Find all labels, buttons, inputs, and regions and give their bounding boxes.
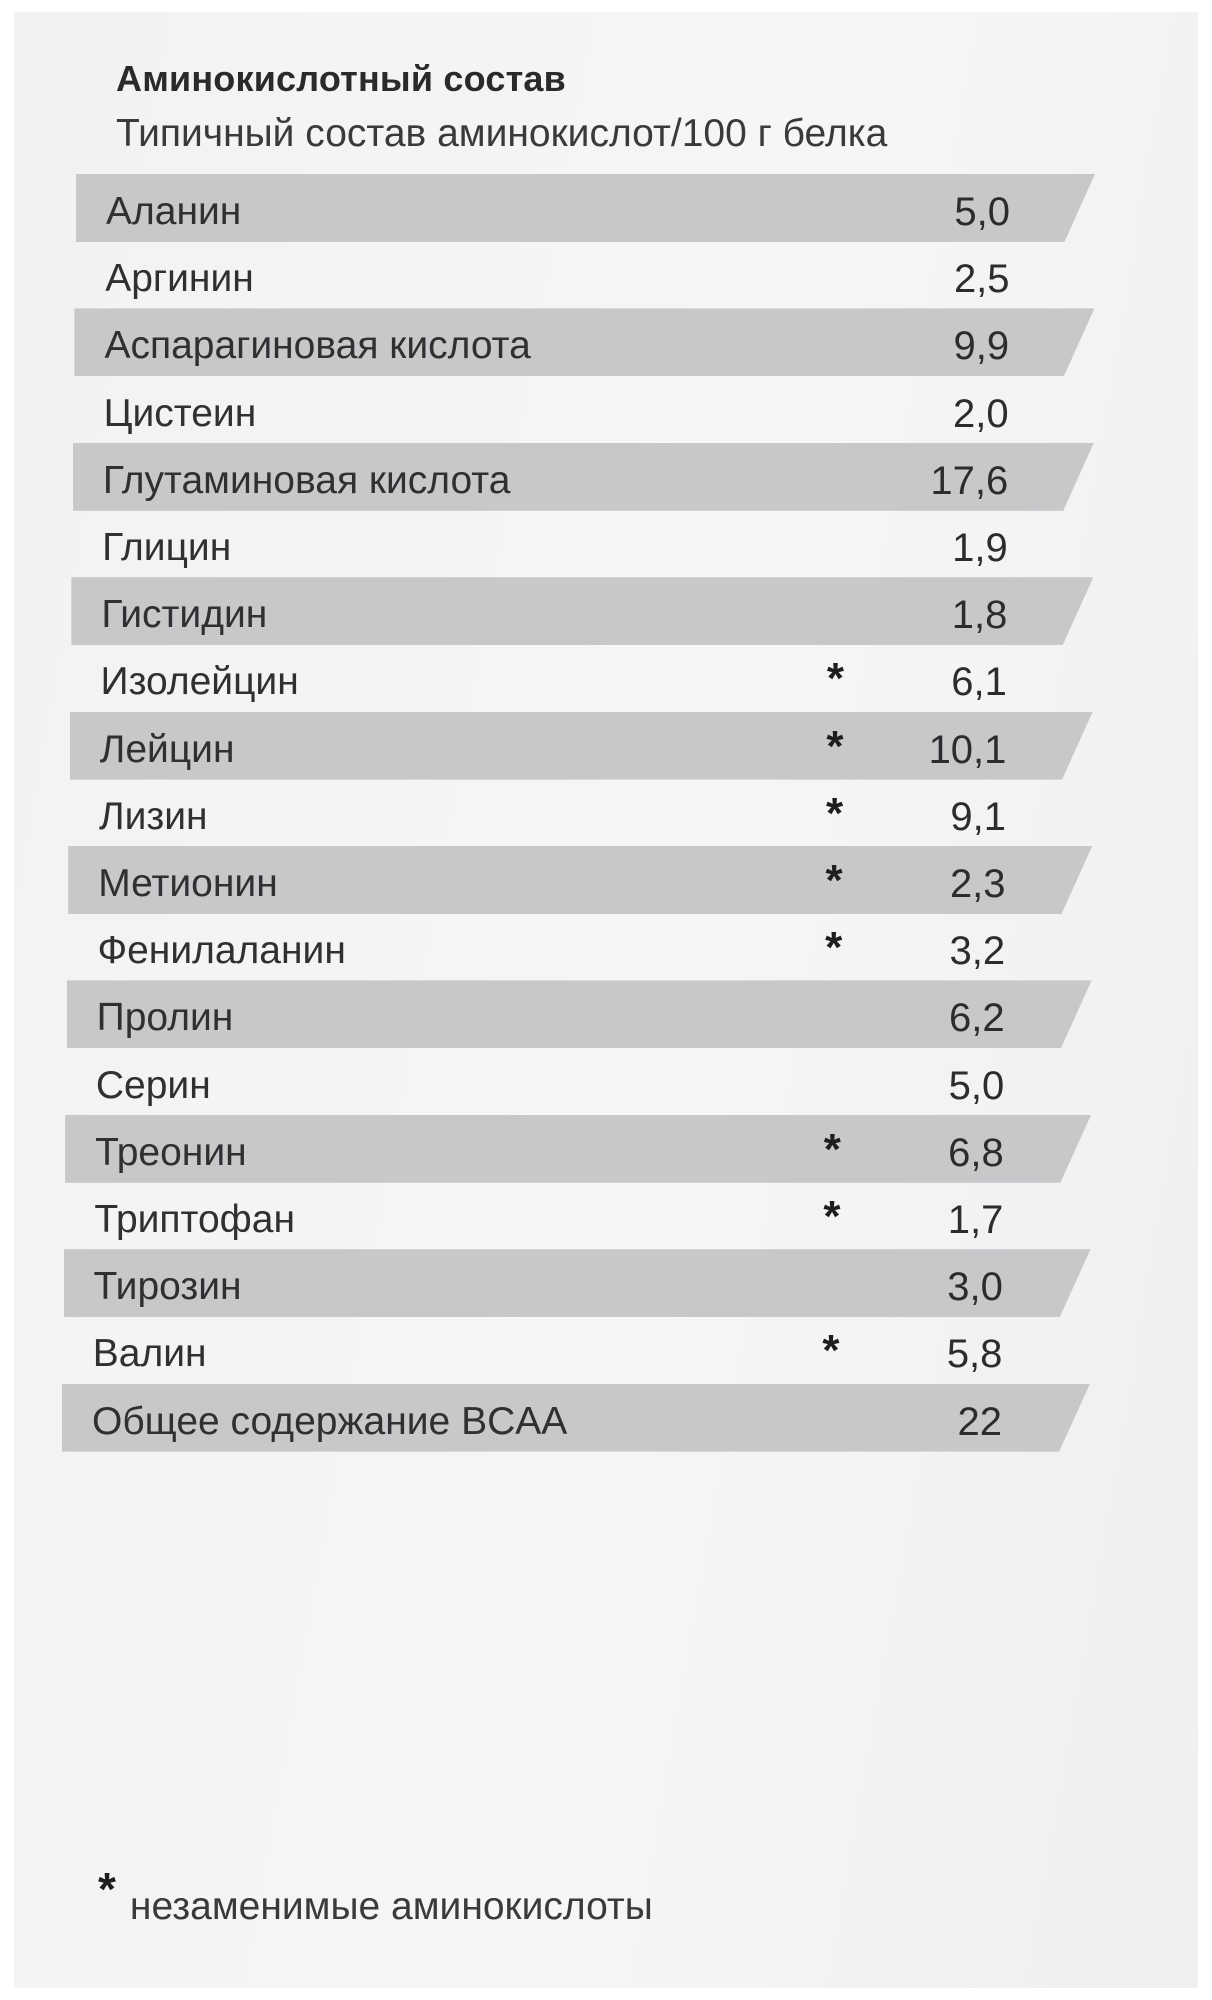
amino-acid-name: Цистеин: [103, 391, 257, 435]
amino-acid-value: 5,0: [954, 190, 1010, 234]
amino-acid-name: Треонин: [95, 1130, 247, 1174]
amino-acid-value: 5,8: [946, 1332, 1003, 1377]
amino-acid-name: Пролин: [96, 996, 234, 1040]
table-row: Триптофан * 1,7: [64, 1182, 1091, 1250]
footnote-asterisk: *: [98, 1863, 116, 1915]
section-title: Аминокислотный состав: [116, 58, 566, 99]
table-row: Общее содержание BCAA 22: [62, 1383, 1090, 1452]
amino-acid-name: Глицин: [102, 526, 232, 569]
amino-acid-name: Лейцин: [99, 727, 235, 771]
footnote: * незаменимые аминокислоты: [98, 1863, 653, 1930]
amino-acid-name: Лизин: [99, 794, 208, 838]
amino-acid-value: 1,7: [947, 1198, 1004, 1242]
row-shade: [66, 980, 1092, 1049]
amino-acid-name: Фенилаланин: [97, 929, 346, 973]
essential-asterisk: *: [823, 1192, 841, 1241]
table-row: Гистидин 1,8: [71, 577, 1094, 646]
table-row: Пролин 6,2: [66, 980, 1092, 1049]
table-row: Серин 5,0: [66, 1048, 1092, 1116]
row-shade: [68, 846, 1093, 914]
row-shade: [71, 577, 1094, 646]
essential-asterisk: *: [826, 654, 844, 704]
table-row: Аланин 5,0: [76, 174, 1095, 242]
amino-acid-value: 1,9: [952, 526, 1008, 570]
amino-acid-name: Глутаминовая кислота: [102, 458, 511, 502]
amino-acid-name: Изолейцин: [100, 660, 299, 704]
row-shade: [62, 1383, 1090, 1452]
essential-asterisk: *: [825, 856, 843, 905]
amino-acid-value: 3,0: [947, 1265, 1003, 1310]
footnote-text: незаменимые аминокислоты: [129, 1885, 653, 1928]
amino-acid-value: 22: [957, 1399, 1003, 1444]
amino-acid-name: Триптофан: [94, 1198, 295, 1241]
row-shade: [65, 1114, 1092, 1183]
amino-acid-name: Серин: [95, 1063, 211, 1107]
row-shade: [63, 1249, 1091, 1318]
amino-acid-value: 2,0: [953, 391, 1009, 436]
table-row: Аспарагиновая кислота 9,9: [74, 308, 1095, 377]
row-shade: [74, 308, 1095, 377]
amino-acid-name: Тирозин: [93, 1265, 242, 1309]
amino-acid-value: 17,6: [930, 458, 1009, 503]
amino-acid-value: 2,3: [949, 862, 1006, 906]
amino-acid-value: 1,8: [951, 593, 1008, 638]
table-row: Аргинин 2,5: [75, 241, 1095, 309]
amino-acid-value: 6,2: [949, 996, 1005, 1041]
table-row: Валин * 5,8: [63, 1316, 1091, 1384]
essential-asterisk: *: [823, 1124, 841, 1174]
table-row: Метионин * 2,3: [68, 846, 1093, 914]
table-row: Глицин 1,9: [72, 510, 1094, 578]
amino-acid-value: 9,1: [950, 794, 1006, 839]
essential-asterisk: *: [825, 923, 843, 973]
amino-acid-value: 9,9: [953, 324, 1010, 369]
row-shade: [69, 711, 1093, 780]
table-row: Тирозин 3,0: [63, 1249, 1091, 1318]
table-row: Фенилаланин * 3,2: [67, 913, 1092, 981]
table-row: Лейцин * 10,1: [69, 711, 1093, 780]
amino-acid-name: Валин: [92, 1332, 207, 1376]
essential-asterisk: *: [826, 721, 844, 771]
amino-acid-name: Гистидин: [101, 593, 268, 637]
essential-asterisk: *: [826, 788, 844, 838]
amino-acid-name: Аланин: [106, 190, 242, 233]
table-row: Треонин * 6,8: [65, 1114, 1092, 1183]
amino-acid-name: Аргинин: [105, 257, 254, 301]
amino-acid-value: 2,5: [953, 257, 1010, 302]
table-row: Глутаминовая кислота 17,6: [72, 442, 1094, 511]
table-row: Цистеин 2,0: [74, 376, 1095, 444]
amino-acid-name: Метионин: [98, 862, 278, 905]
essential-asterisk: *: [822, 1326, 840, 1376]
table-row: Лизин * 9,1: [69, 779, 1093, 847]
amino-acid-value: 10,1: [928, 727, 1007, 772]
table-row: Изолейцин * 6,1: [71, 644, 1094, 712]
amino-acid-name: Общее содержание BCAA: [92, 1399, 568, 1443]
row-shade: [72, 442, 1094, 511]
section-subtitle: Типичный состав аминокислот/100 г белка: [116, 112, 888, 155]
amino-acid-name: Аспарагиновая кислота: [104, 324, 531, 368]
amino-acid-value: 3,2: [949, 929, 1006, 974]
amino-acid-value: 6,8: [948, 1130, 1004, 1175]
row-shade: [76, 174, 1095, 242]
amino-acid-value: 5,0: [948, 1063, 1005, 1108]
amino-acid-value: 6,1: [951, 660, 1007, 705]
